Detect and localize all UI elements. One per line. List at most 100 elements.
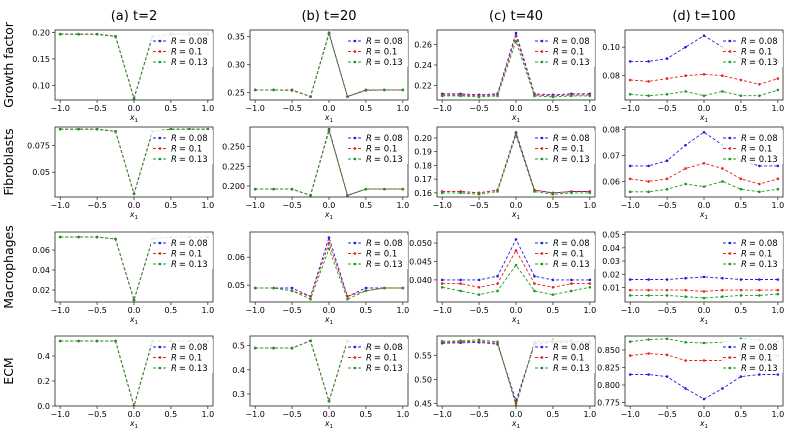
data-point — [440, 340, 444, 343]
legend-entry-r-0-08: R = 0.08 — [153, 343, 208, 353]
data-point — [721, 387, 724, 390]
y-tick-label: 0.0 — [37, 402, 50, 411]
row-title-growth-factor: Growth factor — [1, 21, 16, 108]
data-point — [570, 94, 573, 98]
legend-value: = 0.1 — [374, 250, 397, 260]
legend-symbol: R — [366, 58, 372, 68]
data-point — [776, 278, 780, 281]
legend-entry-r-0-08: R = 0.08 — [535, 134, 590, 144]
legend-label: R = 0.1 — [366, 354, 397, 364]
x-tick-label: 1.0 — [396, 306, 409, 315]
legend-symbol: R — [741, 250, 747, 260]
series-r-0-1 — [628, 72, 780, 86]
data-point — [272, 346, 275, 350]
data-point — [628, 354, 632, 357]
column-titles: (a) t=2 (b) t=20 (c) t=40 (d) t=100 — [111, 9, 736, 24]
series-line — [442, 264, 590, 296]
legend-entry-r-0-1: R = 0.1 — [153, 354, 202, 364]
x-axis-label-main: x — [699, 210, 705, 219]
legend-marker — [158, 136, 162, 140]
legend-label: R = 0.13 — [171, 260, 208, 270]
data-point — [665, 353, 669, 357]
y-tick-label: 0.07 — [602, 152, 620, 161]
y-tick-label: 0.05 — [32, 168, 50, 177]
series-r-0-08 — [628, 275, 780, 281]
x-axis-label-sub: 1 — [704, 215, 708, 221]
legend-symbol: R — [741, 37, 747, 47]
x-tick-label: 1.0 — [201, 201, 214, 210]
y-tick-label: 0.22 — [414, 82, 432, 91]
data-point — [665, 278, 669, 281]
data-point — [628, 164, 632, 168]
x-tick-label: 0.0 — [323, 410, 336, 419]
series-r-0-13 — [628, 180, 780, 194]
data-point — [477, 278, 481, 282]
y-tick-label: 0.06 — [602, 177, 620, 186]
data-point — [776, 88, 780, 92]
data-point — [58, 235, 62, 239]
data-point — [114, 237, 117, 241]
legend-marker — [540, 50, 544, 53]
x-tick-label: 0.5 — [735, 201, 748, 210]
legend-label: R = 0.1 — [171, 48, 202, 58]
y-tick-label: 0.08 — [602, 126, 620, 135]
legend-label: R = 0.08 — [553, 343, 590, 353]
legend-symbol: R — [553, 58, 559, 68]
legend-value: = 0.1 — [561, 354, 584, 364]
legend-symbol: R — [171, 58, 177, 68]
data-point — [327, 236, 331, 239]
data-point — [702, 397, 706, 401]
data-point — [628, 78, 632, 82]
x-axis-label-main: x — [129, 113, 135, 122]
legend-label: R = 0.1 — [741, 145, 772, 155]
y-tick-label: 0.4 — [232, 366, 245, 375]
x-tick-label: 1.0 — [771, 306, 784, 315]
legend-value: = 0.13 — [374, 58, 403, 68]
data-point — [665, 92, 669, 96]
legend-entry-r-0-1: R = 0.1 — [348, 354, 397, 364]
legend-symbol: R — [171, 37, 177, 47]
data-point — [776, 77, 780, 80]
series-line — [630, 73, 778, 85]
x-tick-label: −1.0 — [50, 201, 69, 210]
legend-label: R = 0.08 — [171, 239, 208, 249]
series-r-0-1 — [628, 288, 780, 293]
legend-symbol: R — [553, 364, 559, 374]
legend-label: R = 0.13 — [741, 364, 778, 374]
x-tick-label: −0.5 — [657, 201, 676, 210]
data-point — [253, 346, 257, 350]
x-axis-label-sub: 1 — [516, 320, 520, 326]
legend-label: R = 0.13 — [171, 155, 208, 165]
x-tick-label: −1.0 — [620, 104, 639, 113]
legend-label: R = 0.13 — [553, 260, 590, 270]
series-r-0-13 — [58, 127, 210, 196]
x-axis-label-main: x — [324, 210, 330, 219]
legend-marker — [353, 252, 357, 255]
data-point — [309, 339, 312, 343]
x-tick-label: 0.0 — [323, 104, 336, 113]
y-tick-label: 0.02 — [602, 270, 620, 279]
data-point — [496, 340, 499, 344]
legend-symbol: R — [741, 155, 747, 165]
x-tick-label: 0.5 — [547, 410, 560, 419]
legend-entry-r-0-08: R = 0.08 — [535, 239, 590, 249]
legend: R = 0.08R = 0.1R = 0.13 — [721, 130, 783, 165]
legend-entry-r-0-08: R = 0.08 — [153, 37, 208, 47]
legend-value: = 0.08 — [179, 343, 208, 353]
legend-symbol: R — [553, 250, 559, 260]
legend: R = 0.08R = 0.1R = 0.13 — [533, 235, 595, 270]
y-tick-label: 0.850 — [597, 346, 620, 355]
legend-symbol: R — [171, 364, 177, 374]
legend: R = 0.08R = 0.1R = 0.13 — [346, 235, 408, 270]
x-tick-label: 0.0 — [698, 104, 711, 113]
data-point — [702, 72, 706, 76]
panel-ecm-col4: −1.0 −0.5 0.0 0.5 1.0 x1 0.775 0.800 0.825 0.850 R… — [597, 335, 784, 430]
legend-marker — [353, 345, 357, 349]
y-tick-label: 0.3 — [232, 390, 245, 399]
data-point — [776, 177, 780, 181]
legend-marker — [728, 147, 732, 150]
legend-label: R = 0.08 — [366, 37, 403, 47]
x-axis-label-sub: 1 — [516, 424, 520, 430]
data-point — [477, 95, 481, 99]
